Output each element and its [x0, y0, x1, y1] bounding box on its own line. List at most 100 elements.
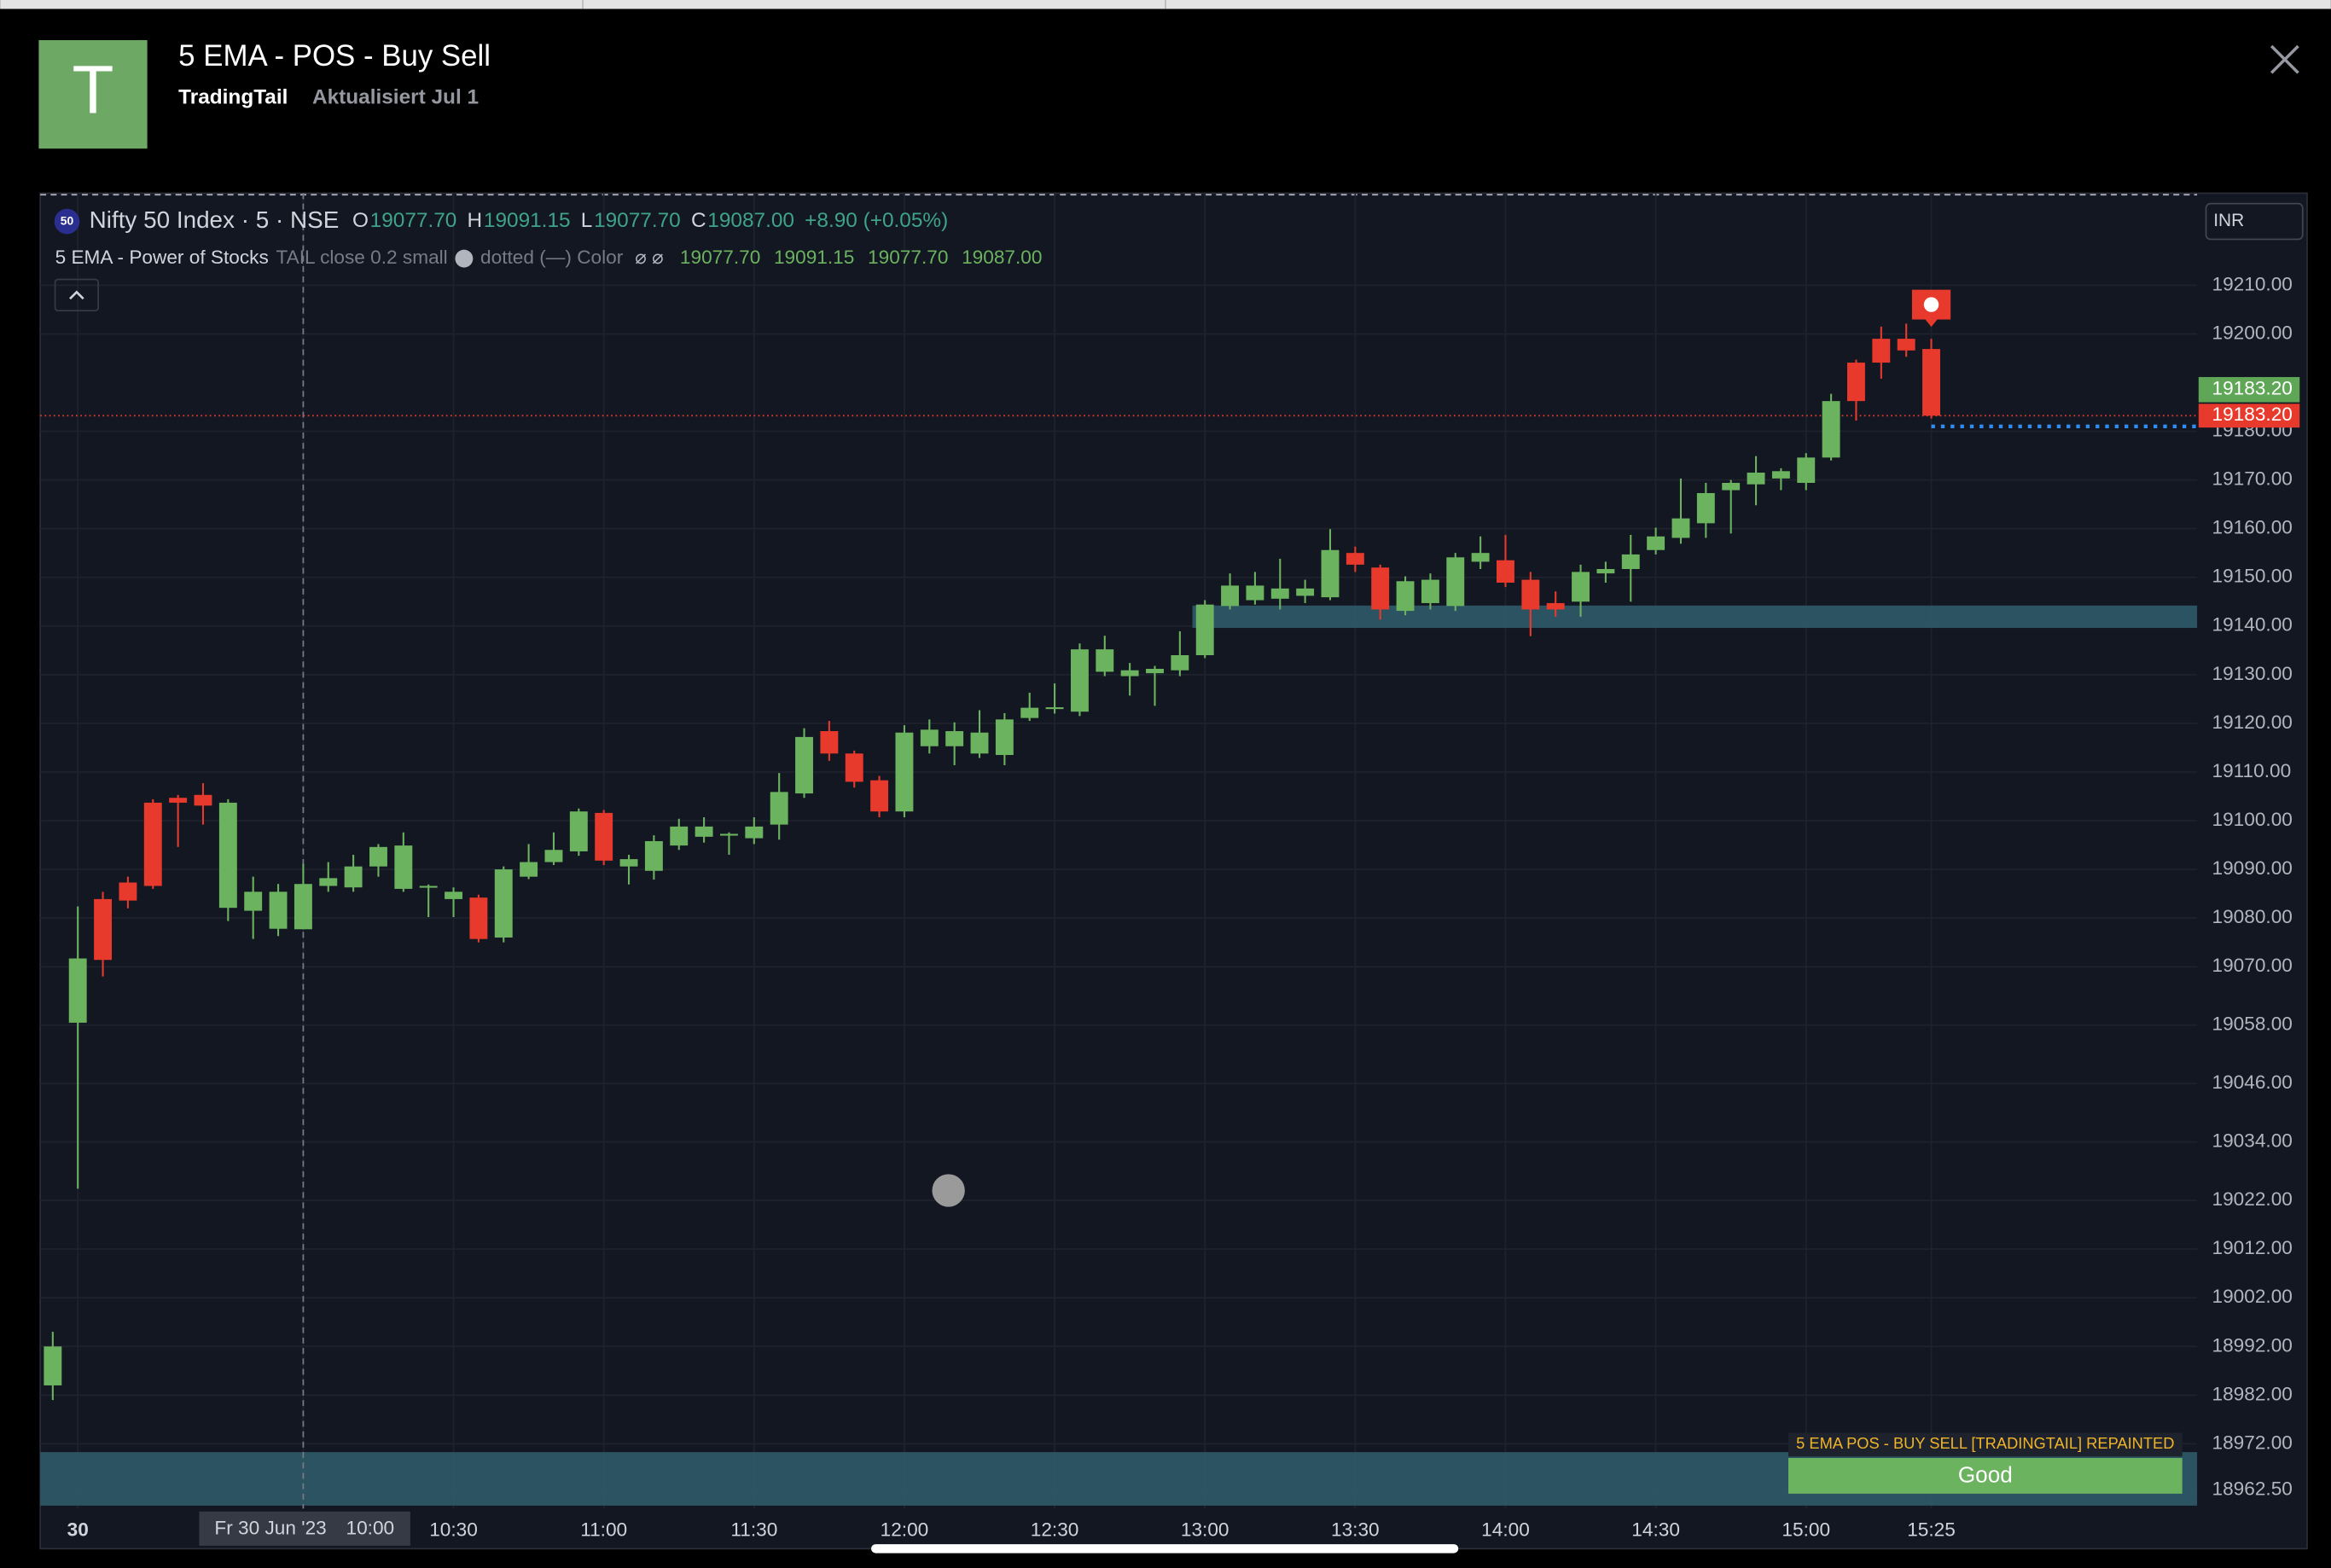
candle-body	[1747, 473, 1765, 485]
collapse-icon	[69, 290, 84, 300]
candle-body	[143, 802, 162, 886]
candle-body	[394, 845, 413, 889]
candle-body	[1771, 471, 1790, 479]
candle-body	[995, 719, 1014, 755]
y-tick-label: 19210.00	[2212, 273, 2292, 294]
candle-body	[1521, 579, 1540, 610]
legend-value: 19091.15	[484, 209, 571, 232]
price-label: 19183.20	[2212, 404, 2292, 425]
y-tick-label: 19100.00	[2212, 809, 2292, 830]
x-tick-label: 13:00	[1181, 1519, 1229, 1540]
status-label: 5 EMA POS - BUY SELL [TRADINGTAIL] REPAI…	[1796, 1434, 2174, 1452]
author[interactable]: TradingTail	[178, 85, 288, 108]
candle-body	[319, 878, 338, 886]
candle-body	[1897, 339, 1915, 351]
y-tick-label: 19022.00	[2212, 1188, 2292, 1210]
y-tick-label: 18962.50	[2212, 1478, 2292, 1500]
candle-body	[795, 736, 813, 794]
indicator-dot	[455, 249, 474, 268]
candle-body	[1446, 557, 1465, 607]
zone	[1192, 605, 2198, 629]
symbol-badge-text: 50	[61, 213, 74, 227]
candle-body	[770, 792, 788, 825]
y-tick-label: 19160.00	[2212, 517, 2292, 538]
x-tick-label: 15:25	[1907, 1519, 1956, 1540]
crosshair-time: 10:00	[346, 1518, 394, 1539]
candle-body	[520, 862, 538, 877]
candle-body	[1296, 588, 1315, 596]
candle-body	[1647, 536, 1665, 550]
candle-body	[119, 882, 137, 901]
candle-body	[68, 958, 87, 1023]
price-label-bg	[2198, 376, 2300, 403]
x-tick-label: 11:00	[580, 1519, 627, 1540]
candle-body	[1797, 457, 1816, 484]
touch-cursor	[932, 1174, 965, 1207]
candle-body	[1847, 363, 1865, 402]
legend-value: 19077.70	[370, 209, 457, 232]
currency-box	[2205, 202, 2304, 241]
candle-body	[194, 794, 212, 806]
y-tick-label: 19002.00	[2212, 1286, 2292, 1307]
signal-dot	[1923, 297, 1939, 312]
candle-body	[619, 859, 638, 867]
candle-body	[369, 846, 387, 867]
candle-body	[1045, 707, 1064, 710]
candle-body	[419, 886, 438, 888]
candle-body	[1146, 668, 1164, 674]
y-tick-label: 19130.00	[2212, 663, 2292, 684]
x-tick-label: 15:00	[1782, 1519, 1830, 1540]
candle-body	[244, 891, 263, 911]
candle-body	[1696, 492, 1715, 524]
avatar	[38, 40, 148, 149]
candle-body	[544, 850, 563, 862]
candle-body	[695, 826, 713, 837]
candle-body	[44, 1346, 62, 1385]
x-tick-label: 12:00	[881, 1519, 929, 1540]
legend-value: 19077.70	[594, 209, 681, 232]
y-tick-label: 18972.00	[2212, 1432, 2292, 1453]
candle-body	[269, 891, 288, 929]
currency: INR	[2213, 211, 2244, 230]
updated: Aktualisiert Jul 1	[312, 85, 479, 108]
candle-body	[1546, 602, 1565, 610]
y-tick-label: 19140.00	[2212, 614, 2292, 636]
candle-body	[344, 866, 363, 888]
candle-body	[1822, 401, 1840, 458]
status-label-bg	[1787, 1432, 2183, 1457]
close-button[interactable]	[2270, 44, 2299, 74]
candle-body	[1396, 581, 1415, 612]
candle-body	[1270, 588, 1289, 599]
indicator-value: 19077.70	[868, 247, 948, 268]
candle-body	[595, 812, 613, 861]
candle-body	[294, 884, 312, 930]
y-tick-label: 18982.00	[2212, 1383, 2292, 1404]
candle-body	[218, 802, 237, 909]
x-tick-label: 11:30	[730, 1519, 777, 1540]
y-tick-label: 19034.00	[2212, 1130, 2292, 1152]
legend-key: H	[468, 209, 483, 232]
candle-body	[1922, 349, 1940, 416]
price-label-bg	[2198, 404, 2300, 428]
chart-panel[interactable]	[39, 192, 2308, 1550]
candle-body	[1421, 579, 1439, 603]
collapse-button	[54, 278, 99, 311]
x-tick-label: 14:30	[1631, 1519, 1680, 1540]
y-tick-label: 19090.00	[2212, 857, 2292, 879]
indicator-value: 19077.70	[680, 247, 760, 268]
y-tick-label: 19046.00	[2212, 1071, 2292, 1093]
candle-body	[820, 731, 839, 754]
indicator-style: dotted (—) Color	[480, 247, 624, 268]
crosshair-date: Fr 30 Jun '23	[214, 1518, 326, 1539]
chart-layer: 19210.0019200.0019180.0019170.0019160.00…	[40, 193, 2304, 1546]
candle-body	[1096, 649, 1114, 672]
sell-signal	[1911, 289, 1951, 328]
x-tick-label: 14:00	[1481, 1519, 1530, 1540]
indicator-settings: TAIL close 0.2 small	[276, 247, 448, 268]
indicator-name: 5 EMA - Power of Stocks	[55, 247, 269, 268]
candle-body	[745, 826, 764, 839]
candle-body	[920, 729, 939, 746]
candle-body	[870, 780, 889, 812]
candle-body	[1070, 649, 1089, 712]
